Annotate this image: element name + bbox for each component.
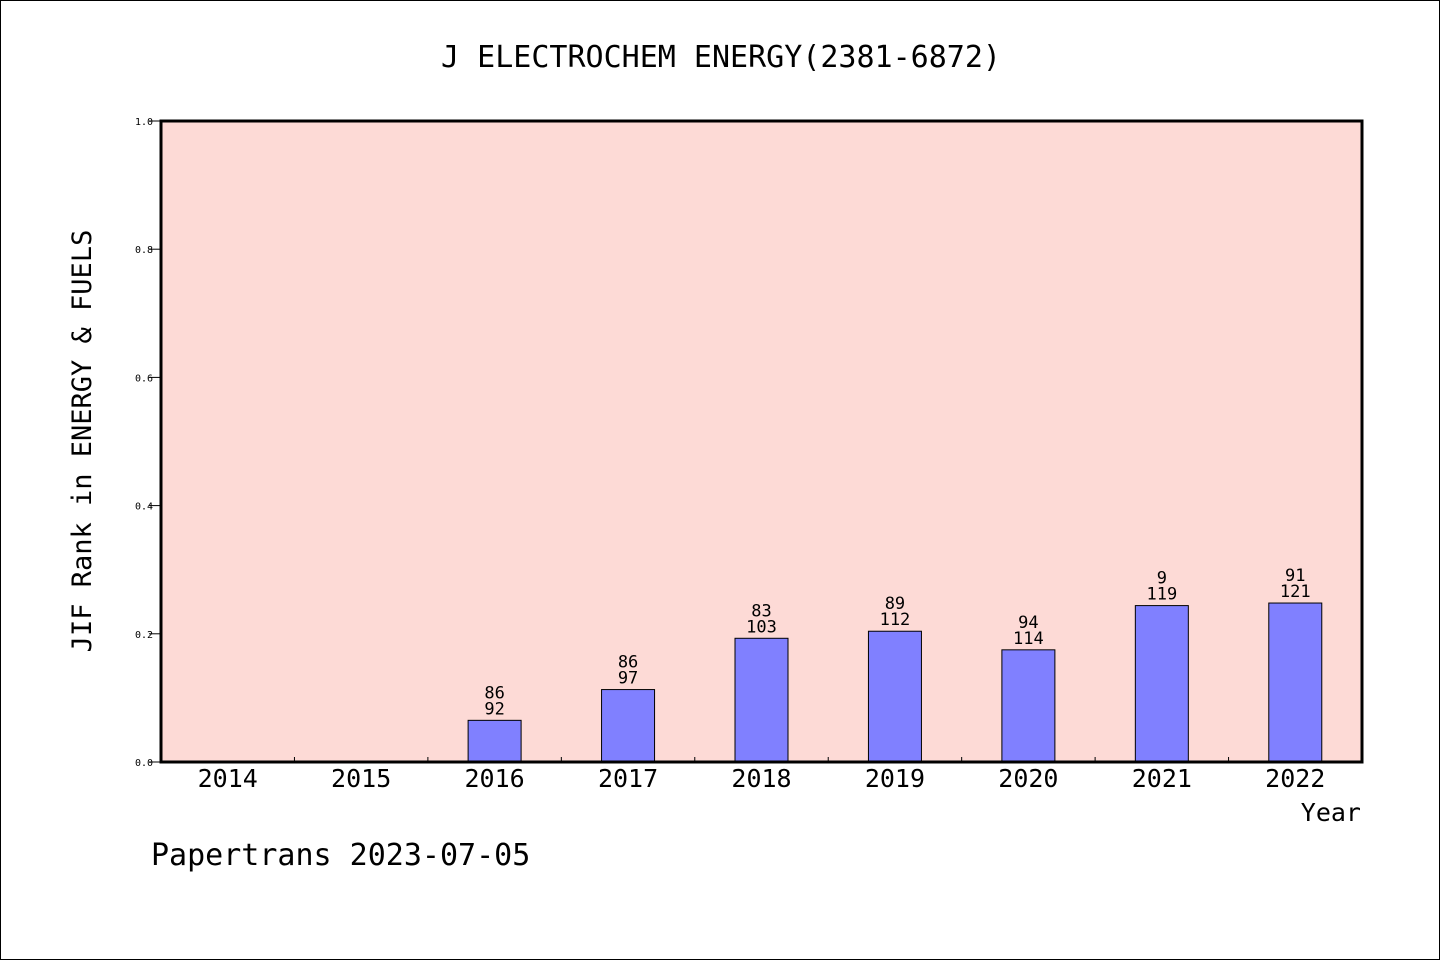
bar-2022 (1268, 602, 1323, 763)
x-tick-label: 2015 (331, 764, 391, 793)
x-tick-label: 2017 (598, 764, 658, 793)
x-tick-label: 2016 (465, 764, 525, 793)
x-tick-label: 2014 (198, 764, 258, 793)
x-tick-label: 2018 (731, 764, 791, 793)
bar-total-label: 103 (746, 617, 777, 637)
y-tick-label: 0.2 (135, 630, 153, 641)
x-axis: 2014 2015 2016 2017 2018 2019 2020 2021 2022 (198, 757, 1325, 793)
bars-layer (467, 602, 1323, 763)
y-tick-label: 0.8 (135, 245, 153, 256)
chart-title: J ELECTROCHEM ENERGY(2381-6872) (441, 40, 1001, 75)
y-tick-label: 1.0 (135, 117, 153, 128)
bar-rank-label: 89 (885, 594, 905, 614)
bar-rank-label: 83 (751, 601, 771, 621)
bar-2021 (1134, 605, 1189, 763)
y-tick-label: 0.6 (135, 373, 153, 384)
bar-total-label: 119 (1146, 585, 1177, 605)
bar-total-label: 121 (1280, 582, 1311, 602)
bar-2019 (867, 630, 922, 763)
bar-total-label: 97 (618, 669, 638, 689)
bar-rank-label: 94 (1018, 613, 1038, 633)
y-tick-label: 0.4 (135, 502, 153, 513)
bar-2020 (1001, 649, 1056, 763)
bar-rank-label: 9 (1157, 569, 1167, 589)
bar-rank-label: 91 (1285, 566, 1305, 586)
bar-total-label: 92 (484, 699, 504, 719)
bar-total-label: 114 (1013, 629, 1044, 649)
x-tick-label: 2021 (1132, 764, 1192, 793)
y-axis: 0.0 0.2 0.4 0.6 0.8 1.0 (135, 117, 161, 769)
bar-rank-label: 86 (618, 653, 638, 673)
bar-2018 (734, 637, 789, 763)
plot-border (159, 119, 1364, 764)
x-tick-label: 2020 (998, 764, 1058, 793)
bar-2016 (467, 719, 522, 763)
x-tick-label: 2022 (1265, 764, 1325, 793)
bar-total-label: 112 (880, 610, 911, 630)
y-axis-label: JIF Rank in ENERGY & FUELS (67, 230, 98, 653)
bar-rank-label: 86 (484, 683, 504, 703)
bar-2017 (601, 689, 656, 763)
x-axis-label: Year (1301, 798, 1361, 827)
x-tick-label: 2019 (865, 764, 925, 793)
y-tick-label: 0.0 (135, 758, 153, 769)
footer-credit: Papertrans 2023-07-05 (151, 838, 530, 873)
